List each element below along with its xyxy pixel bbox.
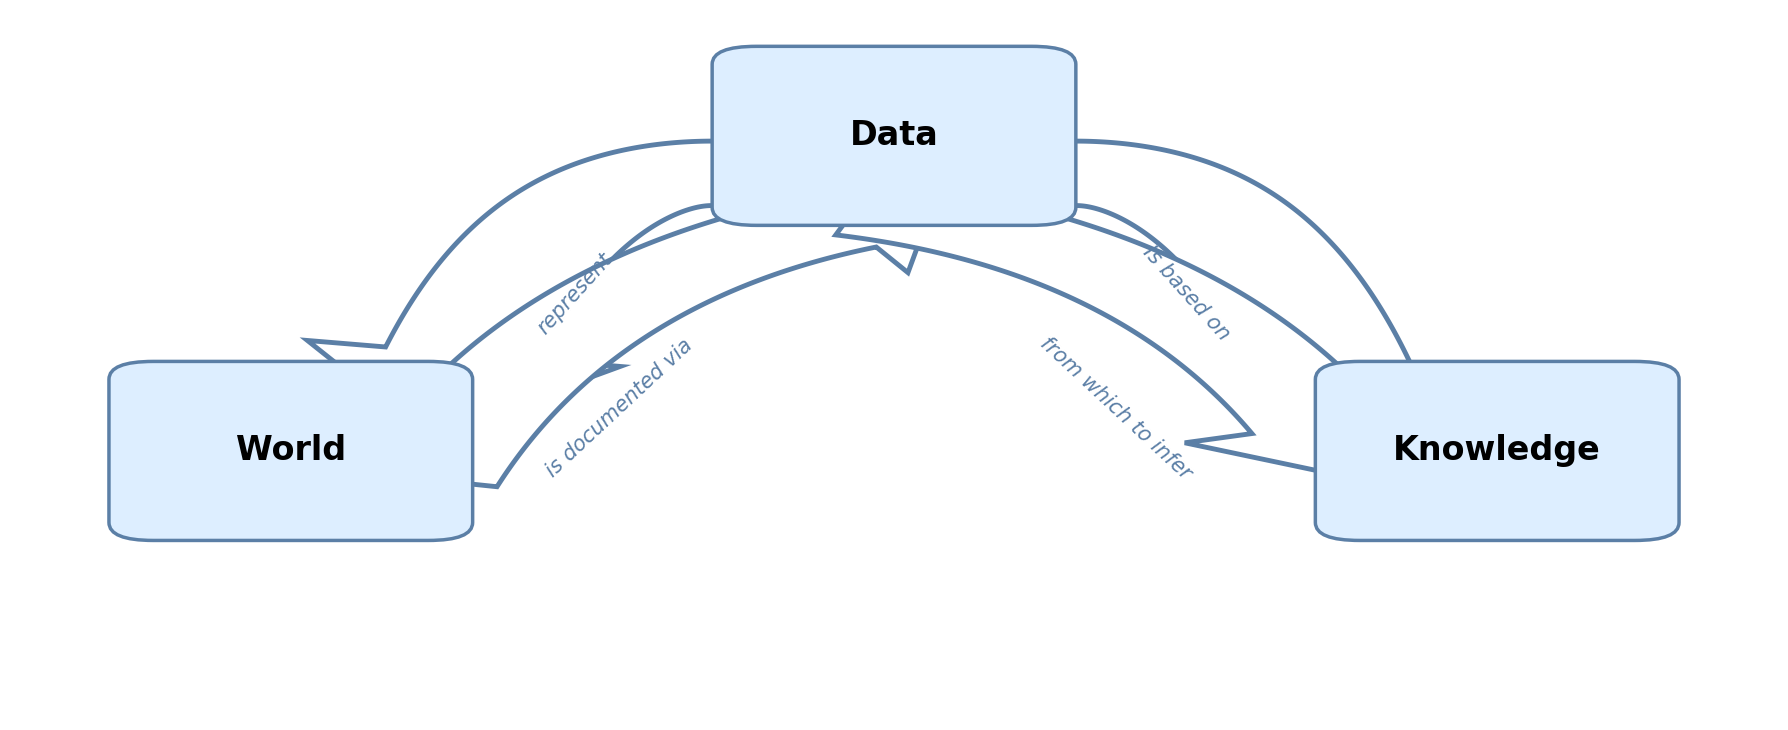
- Polygon shape: [921, 127, 1439, 441]
- Polygon shape: [835, 180, 1454, 480]
- FancyBboxPatch shape: [712, 46, 1076, 226]
- Text: World: World: [236, 434, 345, 467]
- Text: Data: Data: [849, 119, 939, 153]
- Text: Knowledge: Knowledge: [1393, 434, 1600, 467]
- Text: is documented via: is documented via: [542, 335, 696, 481]
- Polygon shape: [359, 170, 932, 487]
- Polygon shape: [308, 141, 919, 437]
- Text: Is based on: Is based on: [1139, 242, 1234, 345]
- FancyBboxPatch shape: [1316, 361, 1679, 540]
- Text: represent: represent: [533, 249, 617, 338]
- Text: from which to infer: from which to infer: [1037, 333, 1194, 483]
- FancyBboxPatch shape: [109, 361, 472, 540]
